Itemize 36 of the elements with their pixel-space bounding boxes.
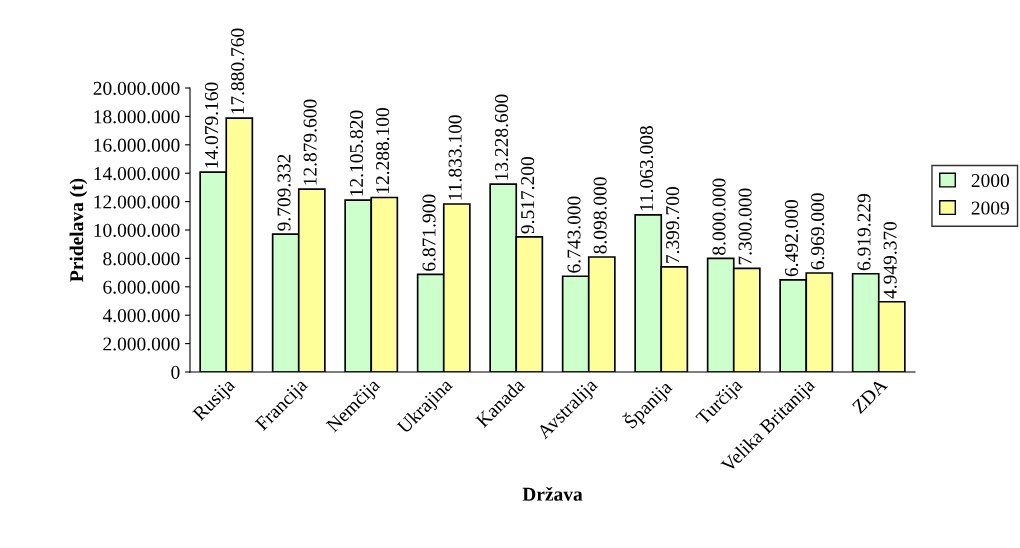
y-tick-label: 8.000.000: [103, 252, 180, 266]
data-label: 9.709.332: [277, 154, 291, 231]
data-label: 4.949.370: [883, 221, 897, 299]
y-tick-label: 10.000.000: [94, 223, 180, 238]
x-tick-label: ZDA: [851, 377, 889, 415]
x-axis-title: Država: [522, 486, 583, 501]
legend-label: 2000: [971, 173, 1010, 188]
data-label: 6.871.900: [422, 194, 436, 271]
data-label: 6.743.000: [567, 196, 581, 273]
data-label: 8.098.000: [593, 177, 607, 254]
data-label: 8.000.000: [712, 178, 726, 255]
data-label: 11.833.100: [448, 115, 462, 200]
y-tick-label: 20.000.000: [93, 81, 180, 96]
y-tick-label: 2.000.000: [103, 337, 180, 351]
data-label: 14.079.160: [204, 82, 219, 168]
y-tick-label: 0: [171, 365, 180, 379]
data-label: 12.288.100: [376, 107, 390, 194]
y-tick-label: 18.000.000: [94, 110, 180, 124]
data-label: 17.880.760: [231, 28, 245, 114]
data-label: 7.399.700: [666, 187, 680, 263]
data-label: 12.879.600: [303, 99, 317, 185]
data-label: 13.228.600: [494, 94, 509, 180]
y-axis-title: Pridelava (t): [69, 178, 88, 282]
y-tick-label: 12.000.000: [94, 195, 180, 209]
y-tick-label: 4.000.000: [102, 309, 180, 323]
y-tick-label: 16.000.000: [94, 138, 180, 152]
data-label: 6.969.000: [811, 193, 825, 270]
data-label: 6.492.000: [784, 200, 799, 277]
data-label: 7.300.000: [738, 188, 752, 265]
data-label: 11.063.008: [639, 126, 654, 211]
data-label: 6.919.229: [857, 193, 871, 271]
y-tick-label: 14.000.000: [94, 167, 180, 181]
y-tick-label: 6.000.000: [103, 280, 180, 294]
data-label: 12.105.820: [349, 110, 364, 196]
legend-label: 2009: [971, 201, 1009, 215]
data-label: 9.517.200: [521, 157, 535, 234]
